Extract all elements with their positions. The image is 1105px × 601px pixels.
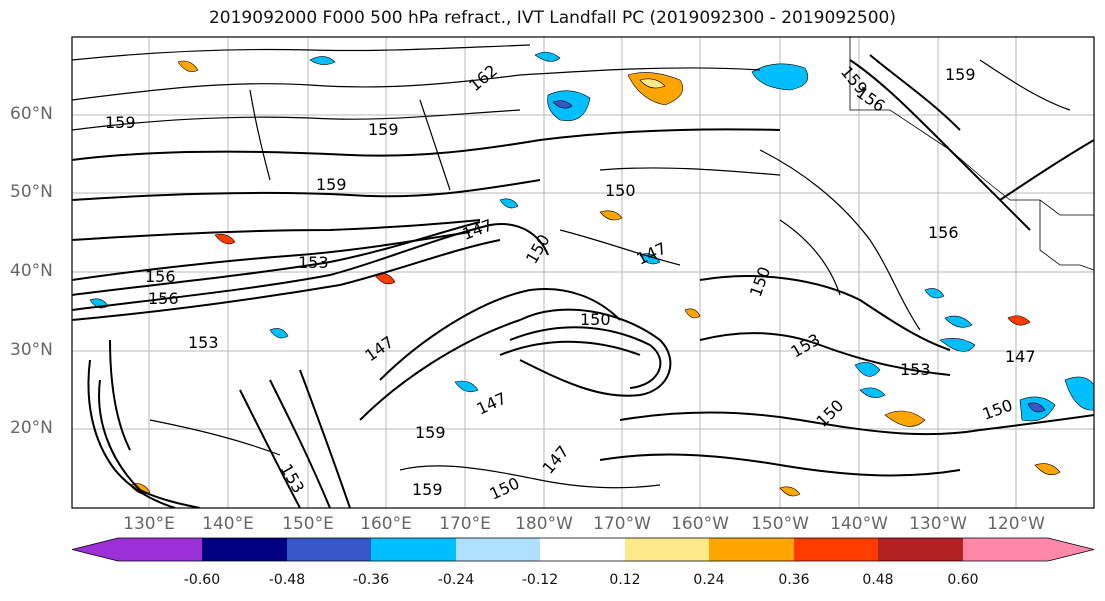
colorbar-cell — [456, 538, 540, 561]
contour-label: 150 — [580, 310, 611, 329]
filled-anomaly-patches — [89, 51, 1094, 497]
colorbar-outline — [71, 537, 1095, 562]
contour-label: 159 — [945, 65, 976, 84]
contour-lines-thin — [72, 44, 1071, 489]
colorbar-cell — [540, 538, 625, 561]
lon-label-150e: 150°E — [282, 514, 334, 534]
contour-label: 156 — [145, 267, 176, 286]
lon-label-160e: 160°E — [360, 514, 412, 534]
grid-lines — [72, 37, 1094, 508]
contour-label: 153 — [298, 253, 329, 272]
coastlines — [849, 37, 1094, 271]
lon-label-130w: 130°W — [909, 514, 967, 534]
colorbar-cell — [72, 538, 202, 561]
lon-label-170w: 170°W — [593, 514, 651, 534]
colorbar-tick-label: -0.24 — [437, 572, 475, 588]
lon-label-120w: 120°W — [987, 514, 1045, 534]
lon-label-180w: 180°W — [515, 514, 573, 534]
colorbar-cell — [794, 538, 878, 561]
contour-label: 156 — [928, 223, 959, 242]
colorbar — [71, 537, 1095, 562]
contour-lines — [72, 54, 1094, 508]
contour-label: 159 — [368, 120, 399, 139]
colorbar-tick-label: -0.48 — [268, 572, 306, 588]
contour-label: 147 — [1005, 347, 1036, 366]
contour-label: 159 — [316, 175, 347, 194]
contour-label: 150 — [605, 181, 636, 200]
lon-label-140w: 140°W — [830, 514, 888, 534]
lon-label-130e: 130°E — [123, 514, 175, 534]
colorbar-cell — [625, 538, 709, 561]
contour-label: 156 — [148, 289, 179, 308]
colorbar-cells — [72, 538, 1094, 561]
colorbar-tick-label: -0.60 — [183, 572, 221, 588]
lat-label-30n: 30°N — [10, 340, 53, 360]
colorbar-cell — [371, 538, 456, 561]
contour-label: 153 — [188, 333, 219, 352]
colorbar-tick-label: 0.12 — [609, 572, 641, 588]
map-title: 2019092000 F000 500 hPa refract., IVT La… — [208, 8, 896, 28]
contour-label: 159 — [412, 480, 443, 499]
map-plot-area: 159 162 159 159 159 156 159 150 147 156 … — [72, 37, 1094, 508]
lat-label-40n: 40°N — [10, 261, 53, 281]
contour-label: 159 — [105, 113, 136, 132]
contour-label: 153 — [900, 360, 931, 379]
contour-label: 159 — [415, 423, 446, 442]
colorbar-tick-label: 0.48 — [862, 572, 894, 588]
colorbar-cell — [878, 538, 963, 561]
map-frame — [71, 36, 1095, 509]
colorbar-cell — [709, 538, 794, 561]
colorbar-tick-label: -0.36 — [352, 572, 390, 588]
lon-label-160w: 160°W — [671, 514, 729, 534]
lon-label-140e: 140°E — [202, 514, 254, 534]
colorbar-tick-label: 0.60 — [947, 572, 979, 588]
lon-label-150w: 150°W — [751, 514, 809, 534]
colorbar-cell — [287, 538, 371, 561]
colorbar-cell — [963, 538, 1094, 561]
colorbar-tick-label: -0.12 — [521, 572, 559, 588]
colorbar-cell — [202, 538, 287, 561]
lat-label-60n: 60°N — [10, 104, 53, 124]
lat-label-20n: 20°N — [10, 418, 53, 438]
colorbar-tick-label: 0.36 — [778, 572, 810, 588]
lat-label-50n: 50°N — [10, 182, 53, 202]
colorbar-tick-label: 0.24 — [693, 572, 725, 588]
lon-label-170e: 170°E — [439, 514, 491, 534]
